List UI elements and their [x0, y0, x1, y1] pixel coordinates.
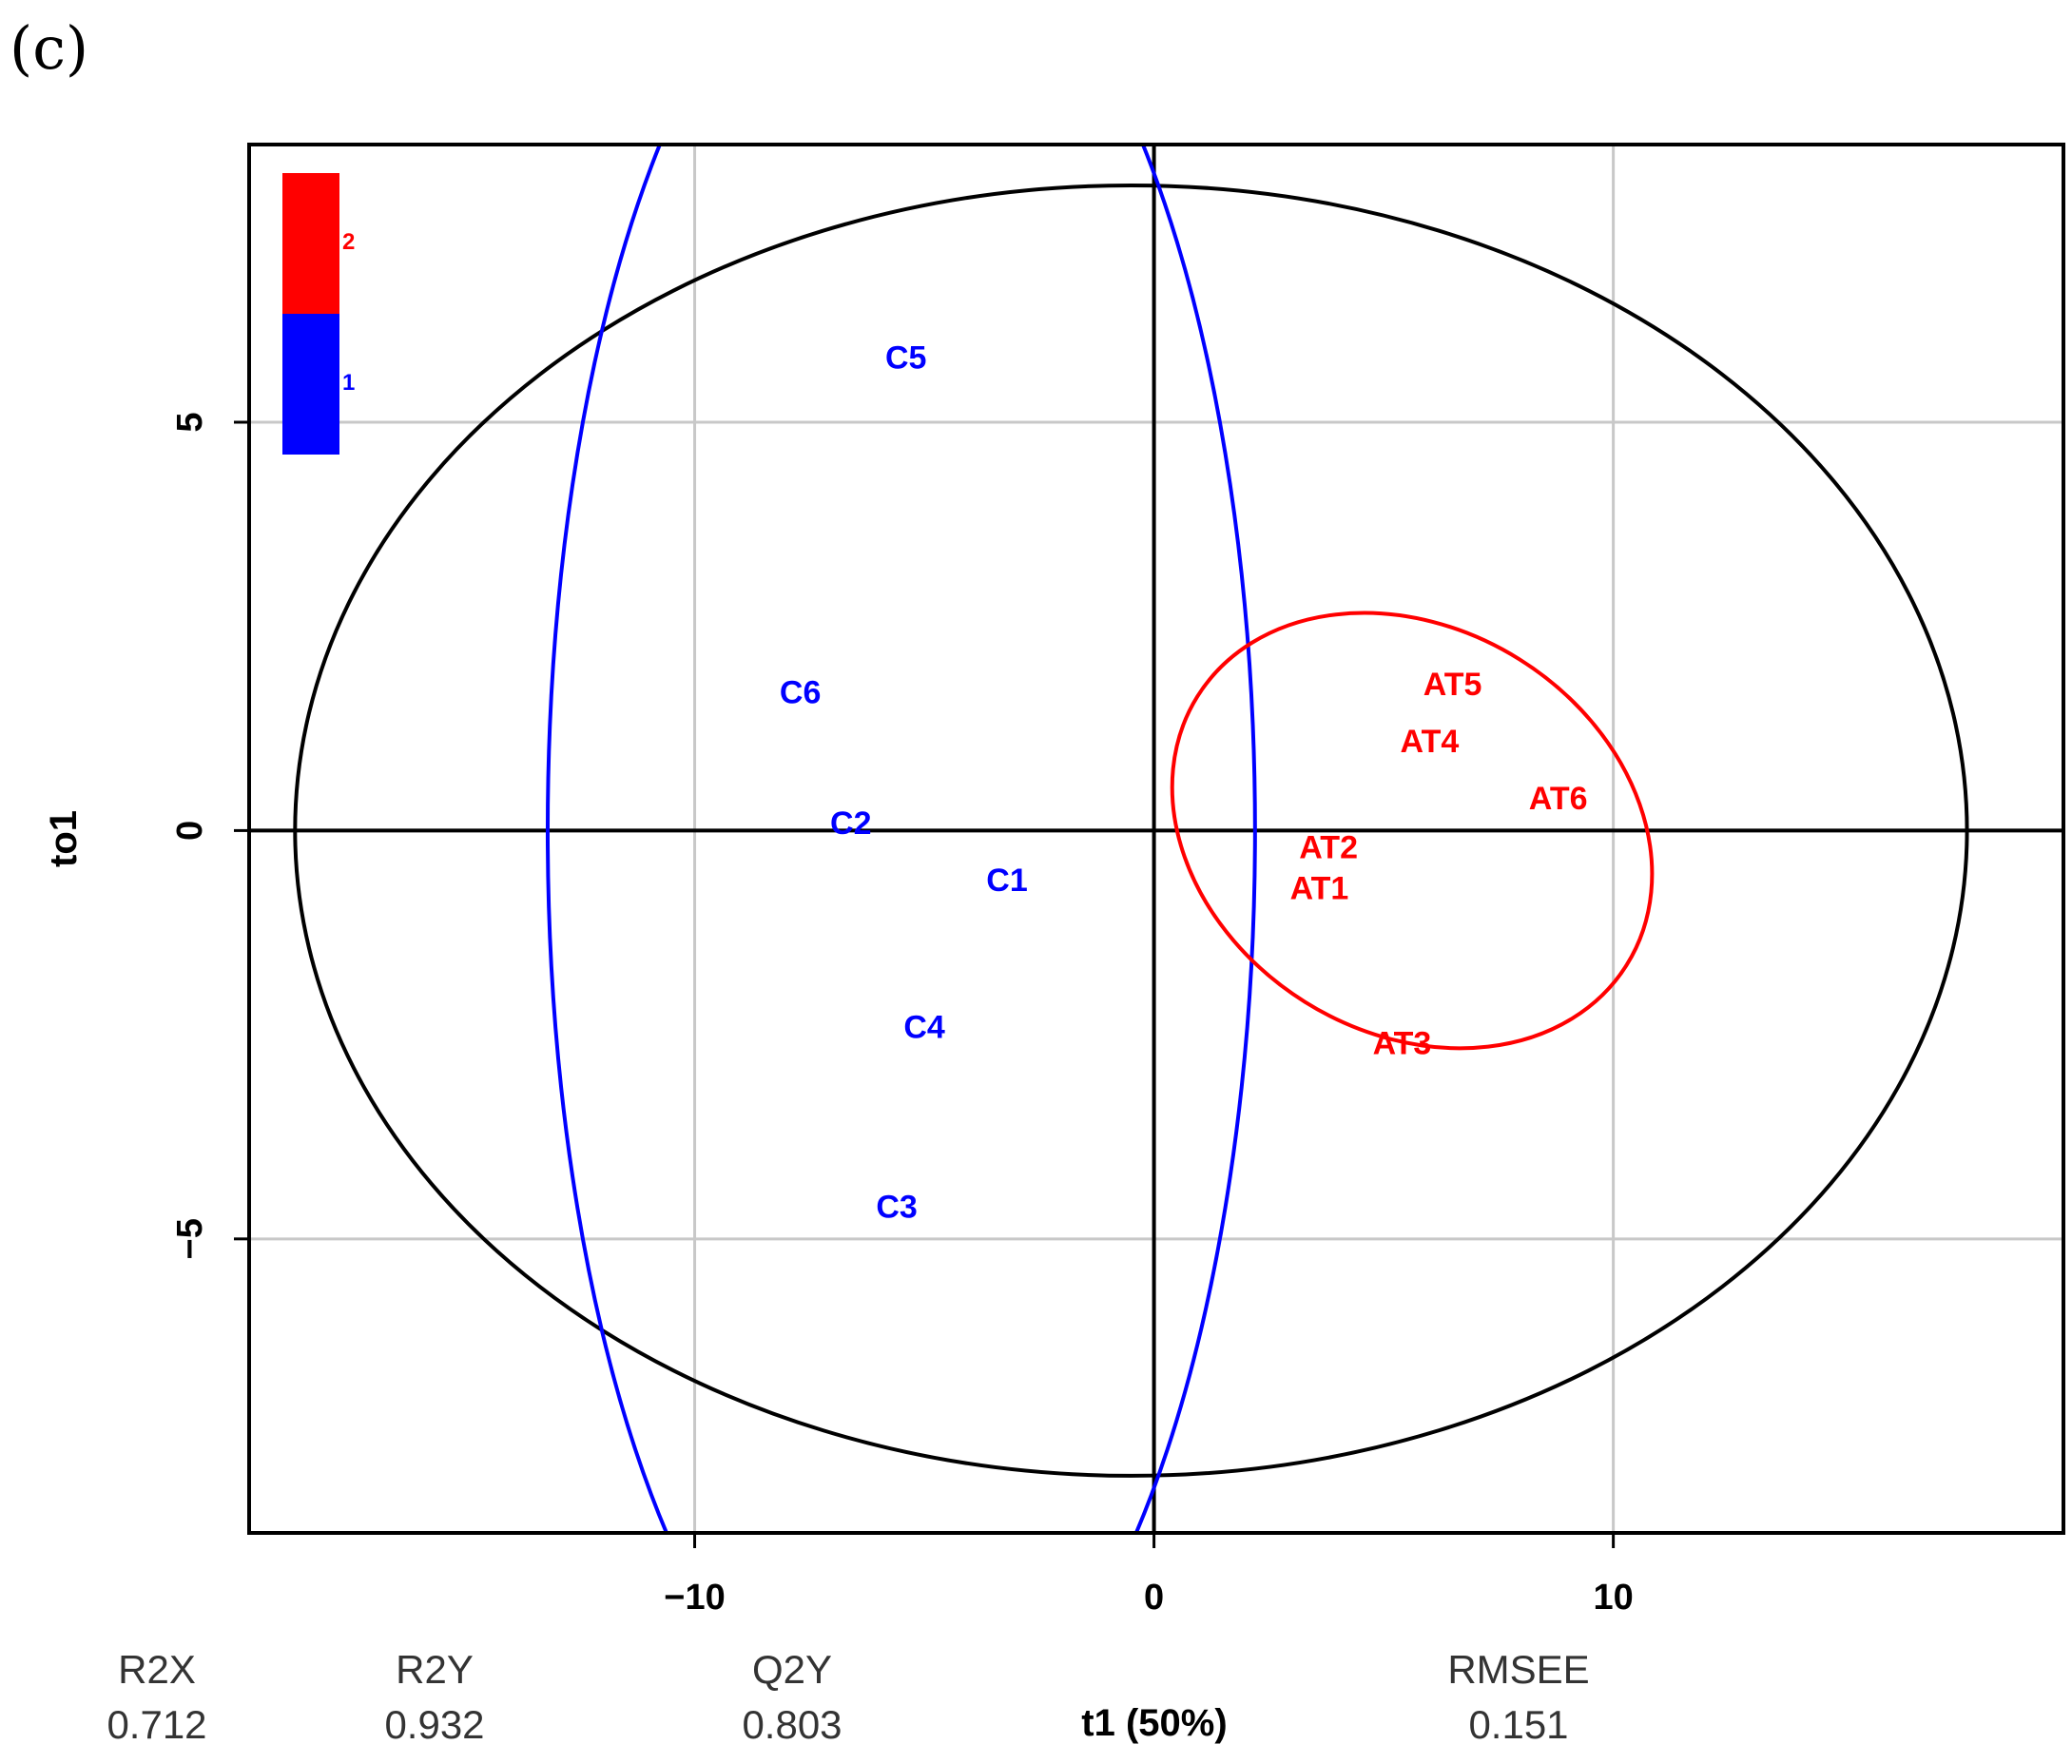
metric-name-q2y: Q2Y [752, 1647, 832, 1692]
legend-swatch-2 [282, 173, 339, 314]
point-label-at4: AT4 [1401, 724, 1460, 760]
legend: 21 [282, 173, 355, 455]
metric-value-rmsee: 0.151 [1468, 1702, 1568, 1747]
legend-label-1: 1 [342, 370, 355, 396]
grid-lines [249, 145, 2063, 1533]
y-tick-label: 0 [170, 821, 210, 841]
axis-ticks: −10 0 10 −5 0 5 [170, 412, 1634, 1618]
y-tick-label: 5 [170, 412, 210, 432]
point-label-at2: AT2 [1299, 830, 1358, 866]
point-label-at3: AT3 [1373, 1026, 1432, 1062]
x-axis-title: t1 (50%) [1081, 1702, 1227, 1744]
point-label-c6: C6 [780, 674, 821, 710]
model-metrics: R2X 0.712 R2Y 0.932 Q2Y 0.803 RMSEE 0.151 [107, 1647, 1589, 1747]
point-label-at5: AT5 [1423, 667, 1482, 703]
group-1-ellipse [546, 145, 1257, 1533]
point-label-c4: C4 [903, 1010, 945, 1046]
point-label-at1: AT1 [1290, 871, 1349, 907]
panel-label: (c) [10, 13, 88, 83]
point-label-c1: C1 [986, 863, 1027, 899]
legend-swatch-1 [282, 314, 339, 455]
metric-value-r2y: 0.932 [384, 1702, 484, 1747]
metric-value-q2y: 0.803 [742, 1702, 842, 1747]
point-label-c2: C2 [830, 805, 871, 842]
metric-name-r2x: R2X [118, 1647, 196, 1692]
hotelling-ellipse [293, 183, 1969, 1478]
plot-frame [247, 143, 2065, 1535]
x-tick-label: 0 [1144, 1578, 1164, 1618]
point-label-c3: C3 [876, 1189, 917, 1225]
y-tick-label: −5 [170, 1218, 210, 1259]
point-label-at6: AT6 [1529, 781, 1588, 817]
point-label-c5: C5 [885, 339, 926, 376]
metric-name-r2y: R2Y [396, 1647, 474, 1692]
x-tick-label: −10 [664, 1578, 725, 1618]
y-axis-title: to1 [43, 810, 85, 867]
metric-value-r2x: 0.712 [107, 1702, 206, 1747]
legend-label-2: 2 [342, 229, 355, 255]
plot-area: C5 C6 C2 C1 C4 C3 AT5 AT4 AT6 AT2 AT1 AT3 [249, 145, 2063, 1533]
group-2-ellipse [1170, 611, 1655, 1051]
x-tick-label: 10 [1593, 1578, 1633, 1618]
metric-name-rmsee: RMSEE [1447, 1647, 1589, 1692]
